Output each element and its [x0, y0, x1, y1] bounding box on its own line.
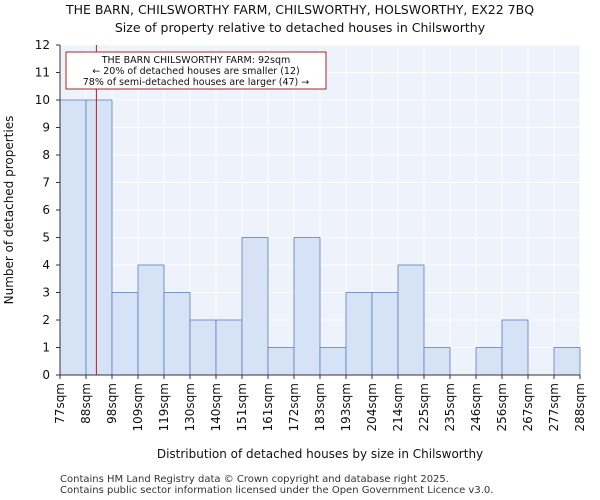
x-tick-label: 161sqm	[261, 383, 275, 431]
chart-title: THE BARN, CHILSWORTHY FARM, CHILSWORTHY,…	[65, 2, 535, 17]
histogram-bar	[371, 292, 399, 376]
histogram-bar	[241, 237, 269, 376]
y-axis-label: Number of detached properties	[2, 116, 16, 305]
x-tick-label: 140sqm	[209, 383, 223, 431]
y-tick-label: 5	[42, 231, 50, 245]
x-tick-label: 88sqm	[79, 383, 93, 424]
histogram-bar	[85, 99, 113, 376]
x-tick-label: 183sqm	[313, 383, 327, 431]
y-tick-label: 9	[42, 121, 50, 135]
y-tick-label: 3	[42, 286, 50, 300]
histogram-bar	[111, 292, 139, 376]
histogram-bar	[189, 319, 217, 376]
y-tick-label: 7	[42, 176, 50, 190]
x-tick-label: 277sqm	[547, 383, 561, 431]
x-tick-label: 235sqm	[443, 383, 457, 431]
x-tick-label: 109sqm	[131, 383, 145, 431]
y-tick-label: 6	[42, 203, 50, 217]
y-tick-label: 10	[35, 93, 50, 107]
histogram-bar	[345, 292, 373, 376]
y-tick-label: 4	[42, 258, 50, 272]
x-tick-label: 214sqm	[391, 383, 405, 431]
annotation-text-line: THE BARN CHILSWORTHY FARM: 92sqm	[101, 55, 291, 66]
histogram-bar	[215, 319, 243, 376]
histogram-bar	[423, 347, 451, 376]
histogram-bar	[475, 347, 503, 376]
x-tick-label: 151sqm	[235, 383, 249, 431]
y-tick-label: 1	[42, 341, 50, 355]
y-tick-label: 12	[35, 38, 50, 52]
x-tick-label: 256sqm	[495, 383, 509, 431]
x-tick-label: 119sqm	[157, 383, 171, 431]
chart-subtitle: Size of property relative to detached ho…	[114, 20, 486, 35]
annotation-text-line: ← 20% of detached houses are smaller (12…	[92, 66, 299, 77]
histogram-bar	[501, 319, 529, 376]
x-tick-label: 267sqm	[521, 383, 535, 431]
footer-copyright: Contains HM Land Registry data © Crown c…	[60, 474, 449, 485]
x-tick-label: 193sqm	[339, 383, 353, 431]
annotation-text-line: 78% of semi-detached houses are larger (…	[83, 77, 310, 88]
x-tick-label: 246sqm	[469, 383, 483, 431]
y-tick-label: 2	[42, 313, 50, 327]
histogram-bar	[59, 99, 87, 376]
histogram-bar	[163, 292, 191, 376]
x-tick-label: 98sqm	[105, 383, 119, 424]
x-tick-label: 225sqm	[417, 383, 431, 431]
histogram-bar	[319, 347, 347, 376]
footer-licence: Contains public sector information licen…	[60, 485, 494, 496]
histogram-bar	[293, 237, 321, 376]
x-tick-label: 172sqm	[287, 383, 301, 431]
x-tick-label: 288sqm	[573, 383, 587, 431]
x-axis-label: Distribution of detached houses by size …	[157, 447, 483, 461]
histogram-bar	[137, 264, 165, 376]
y-tick-label: 8	[42, 148, 50, 162]
y-tick-label: 11	[35, 66, 50, 80]
x-tick-label: 77sqm	[53, 383, 67, 424]
histogram-bar	[397, 264, 425, 376]
y-tick-label: 0	[42, 368, 50, 382]
histogram-bar	[267, 347, 295, 376]
x-tick-label: 130sqm	[183, 383, 197, 431]
x-tick-label: 204sqm	[365, 383, 379, 431]
annotation-box	[65, 51, 327, 90]
histogram-bar	[553, 347, 581, 376]
